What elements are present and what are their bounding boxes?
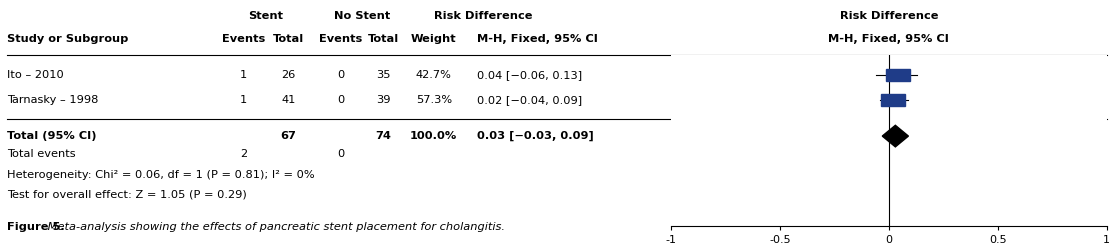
Text: 26: 26 — [282, 70, 295, 80]
Text: 0: 0 — [338, 95, 344, 105]
Text: 0: 0 — [338, 149, 344, 159]
Text: 67: 67 — [281, 131, 296, 141]
Polygon shape — [882, 125, 909, 147]
Text: Risk Difference: Risk Difference — [840, 11, 938, 21]
Text: 42.7%: 42.7% — [416, 70, 452, 80]
Text: 35: 35 — [377, 70, 390, 80]
Text: Stent: Stent — [248, 11, 284, 21]
Text: Total: Total — [273, 34, 304, 44]
Text: Total: Total — [368, 34, 399, 44]
Text: Risk Difference: Risk Difference — [434, 11, 533, 21]
Text: Test for overall effect: Z = 1.05 (P = 0.29): Test for overall effect: Z = 1.05 (P = 0… — [7, 189, 246, 200]
Text: 0.02 [−0.04, 0.09]: 0.02 [−0.04, 0.09] — [477, 95, 582, 105]
Text: Total (95% CI): Total (95% CI) — [7, 131, 96, 141]
Text: 39: 39 — [377, 95, 390, 105]
Text: 0.03 [−0.03, 0.09]: 0.03 [−0.03, 0.09] — [477, 131, 594, 141]
Text: 1: 1 — [240, 70, 247, 80]
Text: Events: Events — [320, 34, 362, 44]
Bar — [885, 69, 910, 81]
Text: 74: 74 — [376, 131, 391, 141]
Text: Tarnasky – 1998: Tarnasky – 1998 — [7, 95, 98, 105]
Text: 57.3%: 57.3% — [416, 95, 452, 105]
Text: M-H, Fixed, 95% CI: M-H, Fixed, 95% CI — [828, 34, 949, 44]
Text: 0: 0 — [338, 70, 344, 80]
Text: 41: 41 — [282, 95, 295, 105]
Text: Ito – 2010: Ito – 2010 — [7, 70, 64, 80]
Text: Meta-analysis showing the effects of pancreatic stent placement for cholangitis.: Meta-analysis showing the effects of pan… — [44, 222, 504, 232]
Text: Study or Subgroup: Study or Subgroup — [7, 34, 129, 44]
Text: Heterogeneity: Chi² = 0.06, df = 1 (P = 0.81); I² = 0%: Heterogeneity: Chi² = 0.06, df = 1 (P = … — [7, 170, 314, 180]
Text: 2: 2 — [240, 149, 247, 159]
Text: 1: 1 — [240, 95, 247, 105]
Text: Weight: Weight — [411, 34, 456, 44]
Text: M-H, Fixed, 95% CI: M-H, Fixed, 95% CI — [477, 34, 598, 44]
Text: 100.0%: 100.0% — [410, 131, 457, 141]
Text: No Stent: No Stent — [334, 11, 390, 21]
Text: Events: Events — [222, 34, 265, 44]
Text: 0.04 [−0.06, 0.13]: 0.04 [−0.06, 0.13] — [477, 70, 582, 80]
Bar — [881, 94, 906, 106]
Text: Total events: Total events — [7, 149, 75, 159]
Text: Figure 5.: Figure 5. — [7, 222, 65, 232]
